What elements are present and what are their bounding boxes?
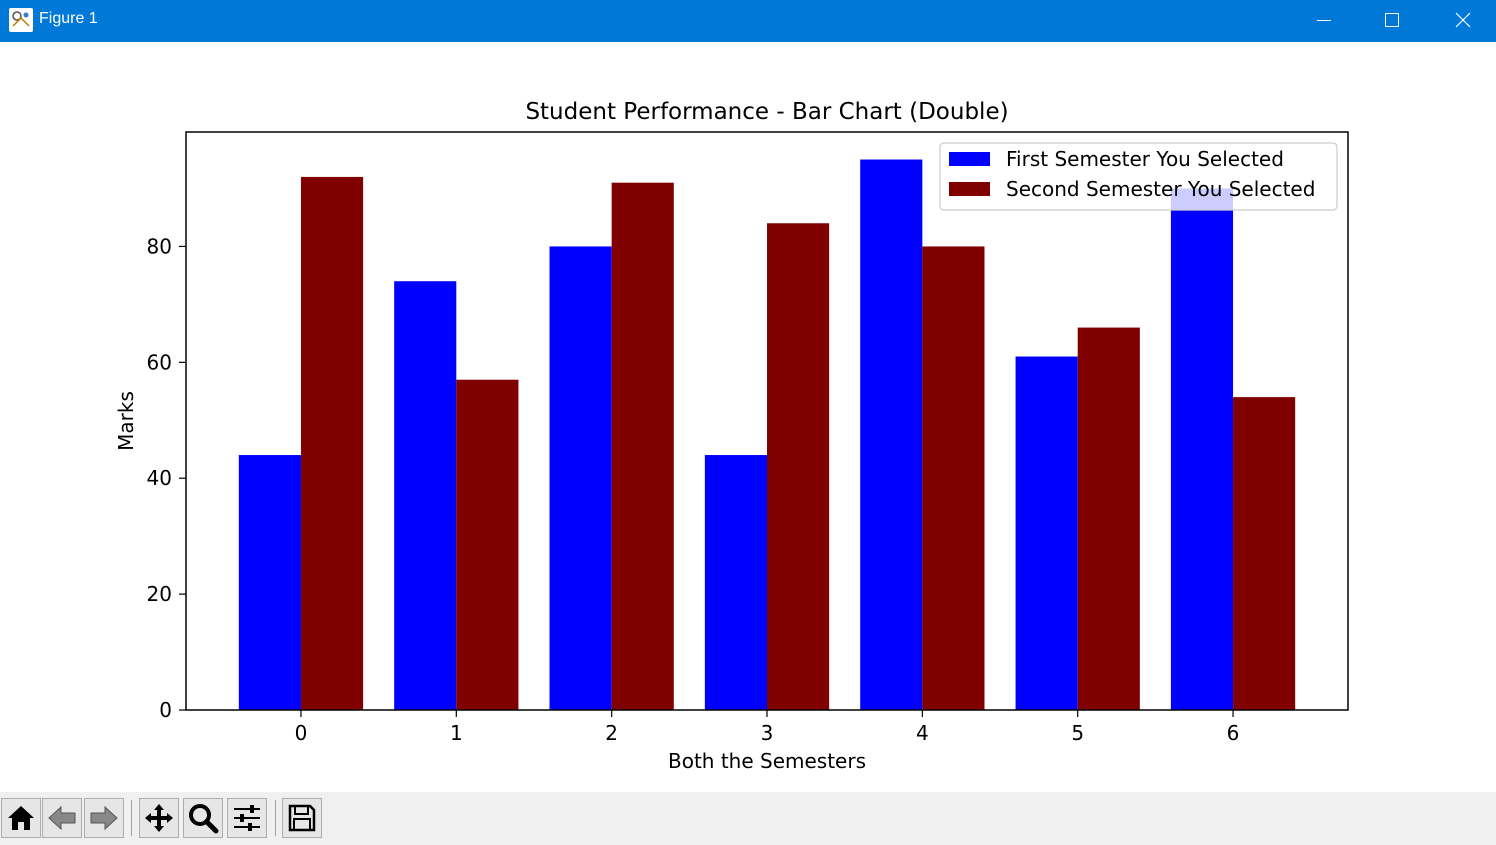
- close-icon: [1455, 12, 1471, 28]
- x-tick-label: 5: [1071, 721, 1084, 745]
- home-icon: [8, 806, 34, 830]
- bar-series-2-cat-4: [922, 246, 985, 710]
- bar-series-2-cat-2: [611, 182, 674, 710]
- bar-series-2-cat-6: [1233, 397, 1296, 710]
- app-icon: [9, 8, 33, 32]
- bar-series-2-cat-1: [456, 379, 519, 710]
- x-tick-label: 3: [761, 721, 774, 745]
- bar-series-1-cat-1: [394, 281, 457, 710]
- x-tick-label: 0: [295, 721, 308, 745]
- bar-series-2-cat-3: [767, 223, 830, 710]
- navigation-toolbar: [0, 792, 1496, 845]
- legend-label: First Semester You Selected: [1006, 147, 1284, 171]
- move-icon: [145, 804, 173, 832]
- figure-canvas: Student Performance - Bar Chart (Double)…: [0, 42, 1496, 792]
- x-tick-label: 6: [1227, 721, 1240, 745]
- legend-label: Second Semester You Selected: [1006, 177, 1315, 201]
- chart-title: Student Performance - Bar Chart (Double): [525, 99, 1008, 125]
- zoom-button[interactable]: [183, 798, 223, 838]
- legend: First Semester You Selected Second Semest…: [939, 142, 1338, 211]
- maximize-icon: [1385, 13, 1399, 27]
- save-button[interactable]: [282, 798, 322, 838]
- sliders-icon: [234, 805, 260, 831]
- minimize-button[interactable]: [1300, 0, 1346, 42]
- y-tick-label: 60: [147, 350, 172, 374]
- legend-swatch: [949, 182, 990, 196]
- bar-series-1-cat-2: [549, 246, 612, 710]
- bar-series-2-cat-0: [300, 176, 364, 710]
- maximize-button[interactable]: [1369, 0, 1415, 42]
- toolbar-separator: [131, 800, 132, 836]
- y-tick-label: 20: [147, 582, 172, 606]
- pan-button[interactable]: [139, 798, 179, 838]
- arrow-left-icon: [48, 805, 76, 831]
- y-tick-label: 0: [159, 698, 172, 722]
- x-axis-label: Both the Semesters: [668, 749, 866, 773]
- window-title: Figure 1: [39, 10, 98, 27]
- close-button[interactable]: [1440, 0, 1486, 42]
- bar-series-1-cat-3: [704, 455, 767, 710]
- bar-series-2-cat-5: [1077, 327, 1140, 710]
- legend-swatch: [949, 152, 990, 166]
- bar-chart: Student Performance - Bar Chart (Double)…: [114, 99, 1349, 773]
- plot-frame: [185, 131, 1349, 711]
- x-tick-label: 1: [450, 721, 463, 745]
- bar-series-1-cat-4: [860, 159, 923, 710]
- back-button[interactable]: [42, 798, 82, 838]
- bar-series-1-cat-6: [1170, 188, 1234, 711]
- arrow-right-icon: [90, 805, 118, 831]
- y-tick-label: 80: [147, 234, 172, 258]
- y-axis-label: Marks: [114, 391, 138, 451]
- home-button[interactable]: [1, 798, 41, 838]
- bar-series-1-cat-0: [238, 455, 301, 710]
- x-tick-label: 4: [916, 721, 929, 745]
- magnifier-icon: [189, 804, 219, 834]
- configure-subplots-button[interactable]: [227, 798, 267, 838]
- forward-button[interactable]: [84, 798, 124, 838]
- window-titlebar: Figure 1: [0, 0, 1496, 42]
- x-tick-label: 2: [605, 721, 618, 745]
- floppy-disk-icon: [288, 804, 316, 832]
- legend-box: [939, 142, 1338, 211]
- minimize-icon: [1317, 20, 1331, 21]
- toolbar-separator: [275, 800, 276, 836]
- bar-series-1-cat-5: [1015, 356, 1078, 710]
- y-tick-label: 40: [147, 466, 172, 490]
